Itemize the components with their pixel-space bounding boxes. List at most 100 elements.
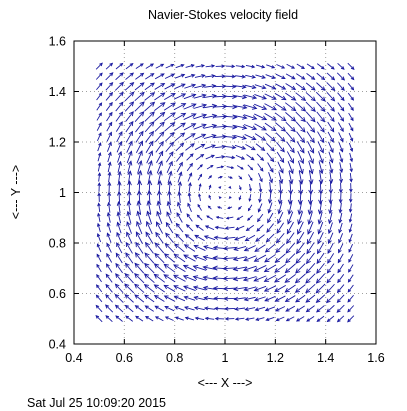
vector-arrow xyxy=(265,132,276,142)
vector-arrowhead xyxy=(193,244,199,250)
vector-arrowhead xyxy=(201,113,208,119)
vector-arrowhead xyxy=(175,222,180,228)
vector-arrowhead xyxy=(124,283,130,289)
vector-arrowhead xyxy=(239,176,243,180)
vector-arrowhead xyxy=(330,86,336,92)
vector-arrowhead xyxy=(197,203,201,208)
vector-arrow xyxy=(254,296,266,301)
vector-arrow xyxy=(348,122,354,131)
vector-arrow xyxy=(329,181,332,194)
vector-arrowhead xyxy=(320,96,326,102)
vector-arrow xyxy=(305,283,316,293)
vector-arrow xyxy=(147,201,152,215)
vector-arrow xyxy=(249,184,252,191)
vector-arrow xyxy=(114,294,124,303)
vector-arrowhead xyxy=(241,94,248,100)
vector-arrowhead xyxy=(174,243,180,249)
vector-arrowhead xyxy=(338,239,342,244)
vector-arrow xyxy=(246,154,255,161)
vector-arrowhead xyxy=(295,268,301,274)
vector-arrowhead xyxy=(254,307,259,312)
vector-arrowhead xyxy=(281,116,287,122)
vector-arrowhead xyxy=(190,143,195,148)
vector-arrow xyxy=(296,73,305,80)
vector-arrow xyxy=(165,232,174,243)
vector-arrowhead xyxy=(167,180,173,186)
vector-arrow xyxy=(223,135,237,138)
vector-arrow xyxy=(315,283,326,294)
vector-arrowhead xyxy=(222,265,228,271)
vector-arrowhead xyxy=(192,254,199,260)
vector-arrowhead xyxy=(183,254,189,260)
vector-arrow xyxy=(328,232,334,244)
vector-arrow xyxy=(115,263,123,274)
vector-arrowhead xyxy=(104,304,110,309)
vector-arrowhead xyxy=(218,186,222,190)
vector-arrowhead xyxy=(118,111,124,117)
vector-arrowhead xyxy=(217,206,221,209)
vector-arrowhead xyxy=(199,164,203,168)
vector-arrowhead xyxy=(311,65,315,70)
vector-arrow xyxy=(254,93,267,100)
vector-arrow xyxy=(215,156,225,159)
vector-arrowhead xyxy=(220,165,225,169)
vector-arrowhead xyxy=(124,262,130,268)
vector-arrowhead xyxy=(96,263,100,268)
vector-arrow xyxy=(118,171,121,184)
vector-arrow xyxy=(305,273,316,284)
vector-arrow xyxy=(174,243,185,253)
vector-arrowhead xyxy=(183,285,189,290)
vector-arrow xyxy=(285,295,296,302)
vector-arrow xyxy=(277,161,284,173)
vector-arrowhead xyxy=(128,150,133,156)
vector-arrowhead xyxy=(328,219,333,225)
vector-arrow xyxy=(317,242,325,254)
vector-arrow xyxy=(235,75,246,78)
vector-arrowhead xyxy=(347,288,352,293)
vector-arrowhead xyxy=(244,307,249,312)
vector-arrowhead xyxy=(201,83,207,89)
vector-arrowhead xyxy=(108,101,113,107)
vector-arrowhead xyxy=(139,111,145,117)
vector-arrowhead xyxy=(166,211,171,217)
vector-arrow xyxy=(125,63,134,70)
x-tick-label: 0.4 xyxy=(65,351,82,365)
vector-arrow xyxy=(183,254,196,262)
vector-arrow xyxy=(318,211,323,224)
vector-arrow xyxy=(178,182,181,193)
vector-arrow xyxy=(193,104,207,109)
vector-arrow xyxy=(296,232,305,244)
vector-arrowhead xyxy=(266,228,271,233)
x-tick-label: 0.8 xyxy=(166,351,183,365)
vector-arrow xyxy=(349,162,353,172)
vector-arrowhead xyxy=(107,181,112,186)
vector-arrow xyxy=(287,161,294,174)
vector-arrow xyxy=(348,264,354,273)
vector-arrowhead xyxy=(196,214,200,218)
vector-arrowhead xyxy=(184,316,189,320)
vector-arrow xyxy=(146,221,153,235)
vector-arrowhead xyxy=(212,285,218,291)
vector-arrow xyxy=(235,317,245,320)
vector-arrowhead xyxy=(328,209,333,215)
vector-arrowhead xyxy=(329,158,334,164)
vector-arrow xyxy=(105,72,114,81)
vector-arrowhead xyxy=(329,168,334,174)
vector-arrow xyxy=(164,253,175,263)
vector-arrowhead xyxy=(255,237,260,242)
vector-arrow xyxy=(203,95,217,98)
vector-arrow xyxy=(125,315,134,322)
vector-arrowhead xyxy=(240,166,244,170)
vector-arrowhead xyxy=(96,253,100,258)
vector-arrowhead xyxy=(96,222,101,227)
vector-arrow xyxy=(136,221,143,235)
vector-arrow xyxy=(264,83,276,90)
vector-arrowhead xyxy=(160,82,166,88)
vector-arrowhead xyxy=(98,102,103,107)
vector-arrowhead xyxy=(285,258,291,264)
vector-arrowhead xyxy=(166,200,172,207)
vector-arrowhead xyxy=(218,196,222,200)
vector-arrow xyxy=(236,165,244,170)
vector-arrow xyxy=(243,104,257,109)
vector-arrow xyxy=(134,263,145,274)
